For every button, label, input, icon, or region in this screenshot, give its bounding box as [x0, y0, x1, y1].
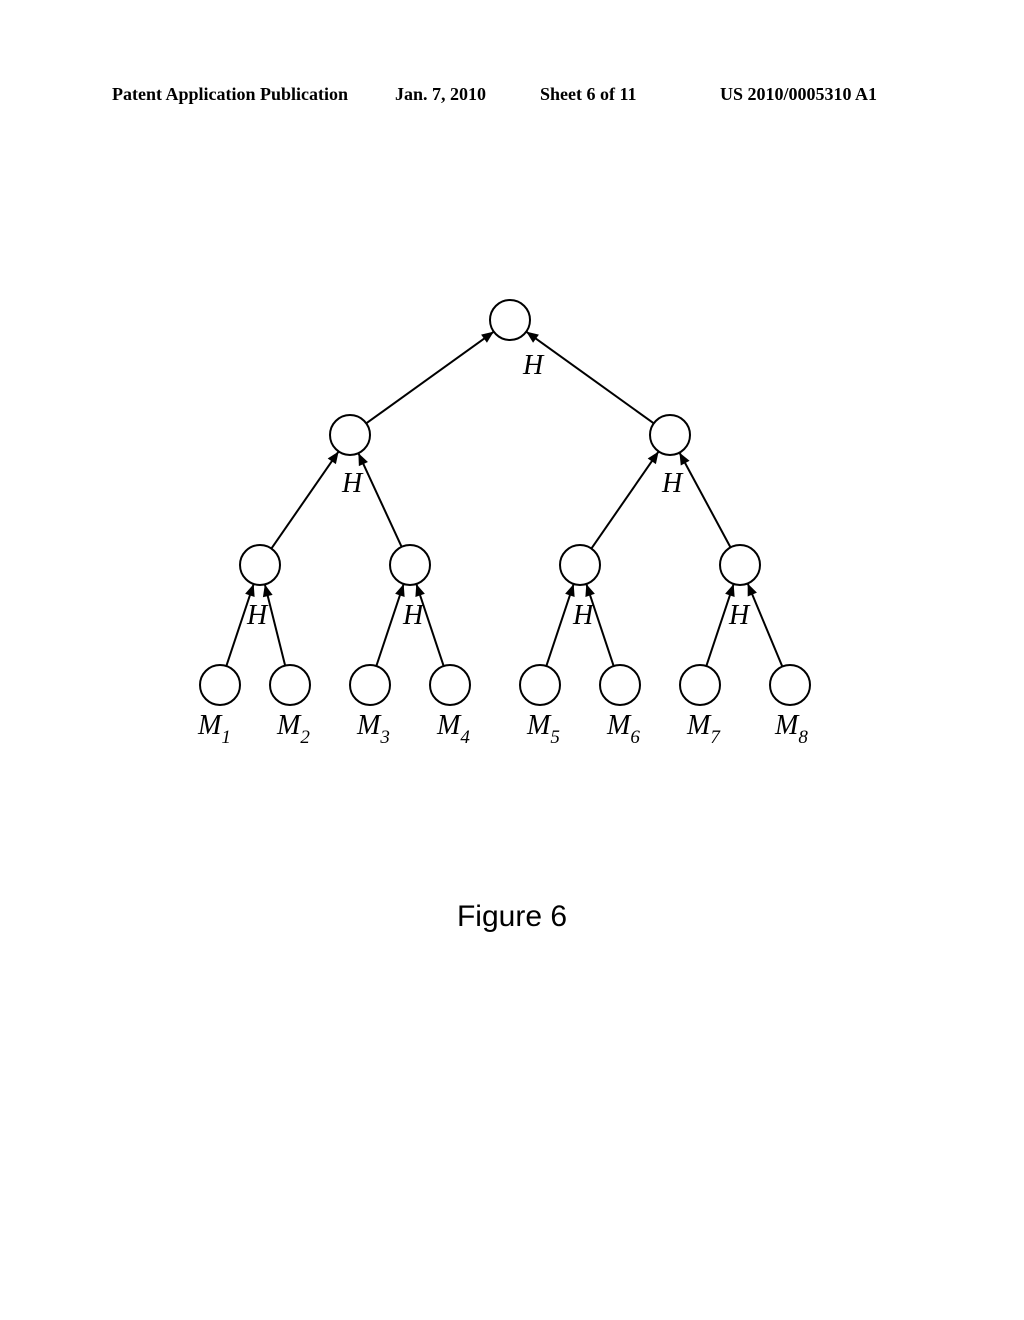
hash-label: H [662, 468, 682, 500]
leaf-label: M5 [527, 710, 560, 747]
hash-tree-diagram [150, 290, 870, 730]
header-date: Jan. 7, 2010 [395, 84, 486, 105]
hash-label: H [729, 600, 749, 632]
leaf-label: M1 [198, 710, 231, 747]
header-pubno: US 2010/0005310 A1 [720, 84, 877, 105]
leaf-label: M3 [357, 710, 390, 747]
patent-page: Patent Application Publication Jan. 7, 2… [0, 0, 1024, 1320]
figure-caption: Figure 6 [0, 900, 1024, 934]
hash-label: H [403, 600, 423, 632]
leaf-label: M8 [775, 710, 808, 747]
hash-label: H [523, 350, 543, 382]
header-left: Patent Application Publication [112, 84, 348, 105]
leaf-label: M4 [437, 710, 470, 747]
hash-label: H [573, 600, 593, 632]
leaf-label: M6 [607, 710, 640, 747]
hash-label: H [247, 600, 267, 632]
hash-label: H [342, 468, 362, 500]
leaf-label: M7 [687, 710, 720, 747]
leaf-label: M2 [277, 710, 310, 747]
header-sheet: Sheet 6 of 11 [540, 84, 637, 105]
